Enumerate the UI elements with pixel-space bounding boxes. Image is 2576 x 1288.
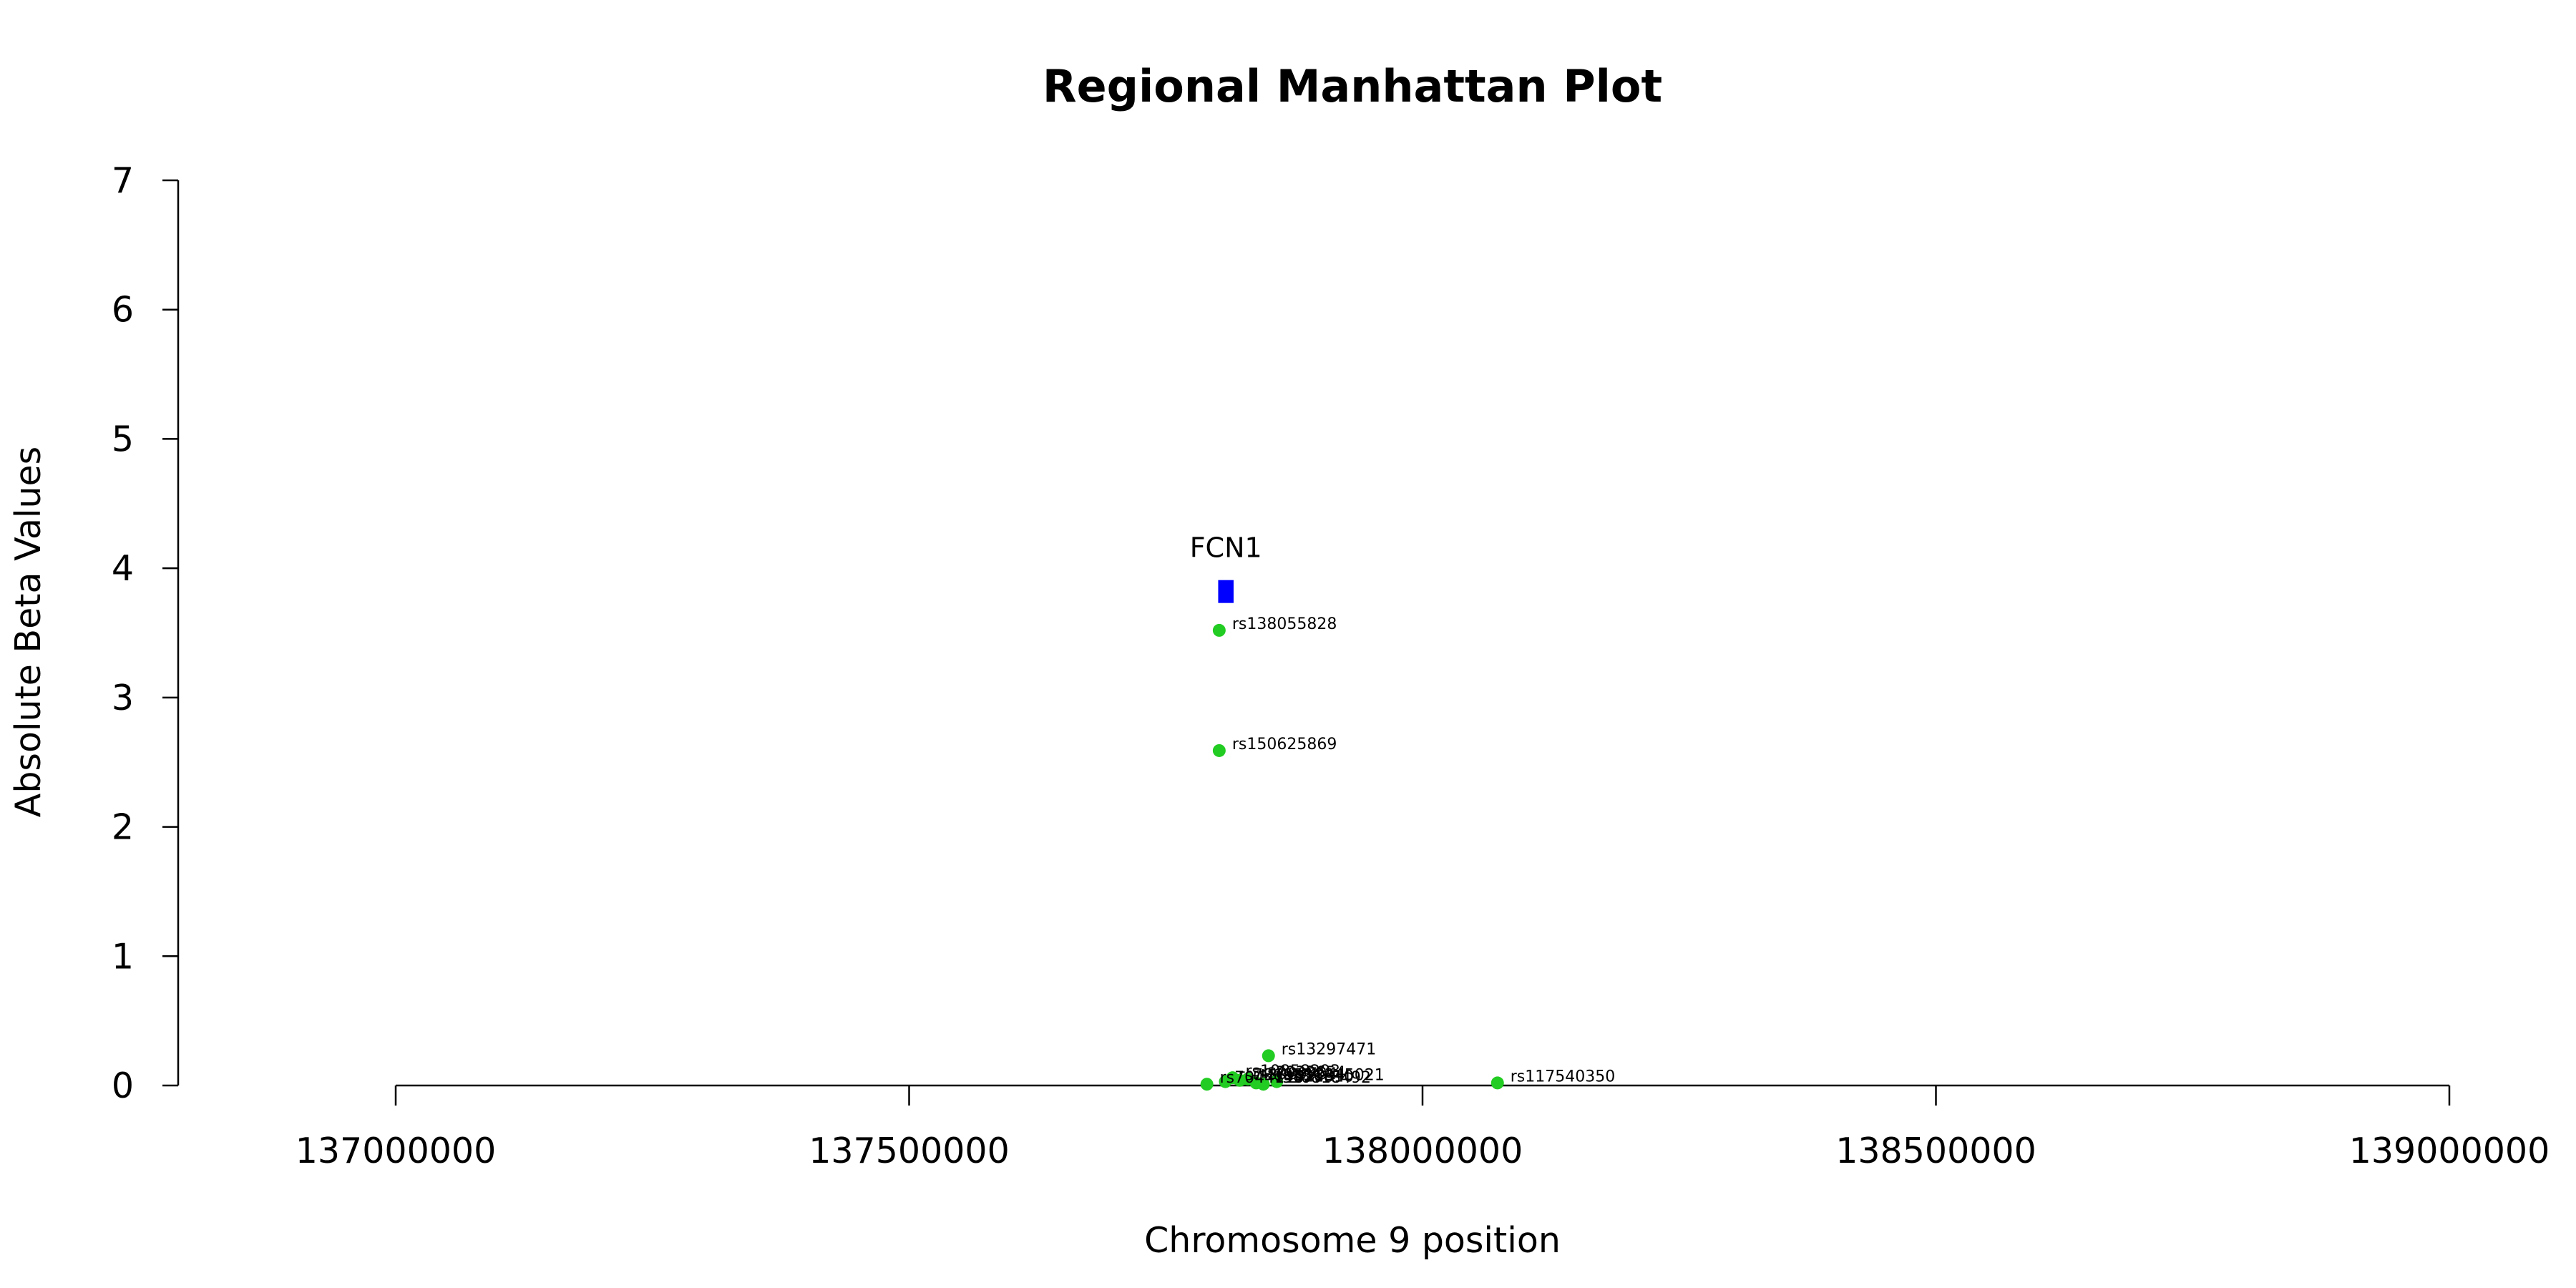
snp-point	[1491, 1076, 1504, 1090]
x-tick-label: 137000000	[296, 1131, 497, 1171]
y-tick-label: 5	[112, 419, 134, 459]
x-tick-label: 138500000	[1835, 1131, 2036, 1171]
gene-bar	[1218, 580, 1234, 603]
snp-label: rs150625869	[1232, 736, 1337, 753]
snp-point	[1270, 1075, 1284, 1088]
snp-point	[1219, 1075, 1232, 1088]
snp-point	[1212, 743, 1226, 757]
snp-label: rs10858293	[1246, 1063, 1340, 1080]
chart-title: Regional Manhattan Plot	[1043, 60, 1662, 112]
x-tick-label: 139000000	[2349, 1131, 2550, 1171]
y-axis-label: Absolute Beta Values	[8, 447, 49, 817]
y-tick-label: 4	[112, 548, 134, 589]
y-tick-label: 6	[112, 290, 134, 331]
snp-label: rs12345021	[1289, 1067, 1384, 1085]
x-tick-label: 137500000	[809, 1131, 1010, 1171]
snp-label: rs13297471	[1282, 1040, 1376, 1058]
snp-points: rs138055828 rs150625869 rs13297471 rs117540…	[1200, 615, 1615, 1091]
gene-track: FCN1	[1190, 532, 1262, 603]
y-tick-label: 7	[112, 160, 134, 201]
y-tick-label: 3	[112, 678, 134, 718]
snp-label: rs7869336	[1238, 1067, 1323, 1085]
snp-label: rs4521810	[1269, 1068, 1355, 1085]
y-tick-label: 0	[112, 1065, 134, 1106]
snp-label: rs138055828	[1232, 615, 1337, 633]
snp-label: rs7044119	[1220, 1069, 1305, 1087]
snp-point	[1233, 1073, 1246, 1087]
snp-label: rs117540350	[1511, 1068, 1615, 1085]
gene-label: FCN1	[1190, 532, 1262, 564]
snp-point	[1200, 1078, 1214, 1091]
y-axis: 0 1 2 3 4 5 6 7	[112, 160, 180, 1106]
x-tick-label: 138000000	[1322, 1131, 1523, 1171]
y-tick-label: 1	[112, 936, 134, 977]
snp-point	[1262, 1049, 1275, 1063]
snp-point	[1212, 623, 1226, 637]
snp-label: rs10818492	[1277, 1069, 1371, 1087]
x-axis: 137000000 137500000 138000000 138500000 1390…	[296, 1084, 2550, 1171]
snp-point	[1257, 1078, 1270, 1091]
y-tick-label: 2	[112, 807, 134, 848]
x-axis-label: Chromosome 9 position	[1144, 1220, 1561, 1261]
